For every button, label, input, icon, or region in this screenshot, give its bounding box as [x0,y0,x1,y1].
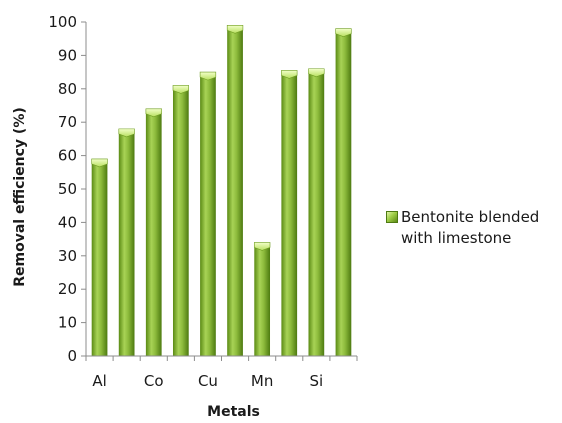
bar [308,68,325,356]
x-axis-ticks: Al Co Cu Mn Si [85,356,358,390]
bar [145,108,162,356]
bar-body [308,73,325,356]
y-axis-ticks: 0 10 20 30 40 50 60 70 80 90 100 [48,13,86,365]
bar-body [227,30,243,357]
y-tick-label: 0 [67,347,77,365]
y-tick-label: 40 [58,213,77,231]
bar-cap [145,108,162,118]
bar-cap [253,242,271,251]
bar-body [172,90,189,357]
legend-swatch [386,211,398,223]
bar-cap [335,28,352,38]
y-tick-label: 70 [58,113,77,131]
y-tick-label: 80 [58,80,77,98]
bar [91,158,108,356]
y-tick-label: 90 [58,46,77,64]
bar-body [281,75,298,357]
x-tick-label: Si [309,372,323,390]
bar [199,71,217,356]
bar-body [335,33,352,357]
y-tick-label: 60 [58,147,77,165]
y-tick-label: 100 [48,13,77,31]
y-axis-title: Removal efficiency (%) [12,107,28,287]
x-axis-title: Metals [207,404,260,420]
bars [91,25,352,357]
bar-cap [199,71,217,81]
bar [226,25,244,357]
bar-cap [91,158,108,168]
bar-cap [226,25,244,34]
x-tick-label: Mn [251,372,273,390]
y-tick-label: 20 [58,280,77,298]
y-tick-label: 30 [58,247,77,265]
bar-body [91,163,108,356]
bar-cap [281,70,298,79]
x-tick-label: Co [144,372,164,390]
y-tick-label: 10 [58,314,77,332]
bar [172,85,190,357]
y-tick-label: 50 [58,180,77,198]
bar [253,242,271,356]
bar [335,28,352,357]
bar [118,128,135,356]
legend-label: Bentonite blended with limestone [401,208,540,247]
bar [281,70,298,357]
x-tick-label: Cu [198,372,218,390]
bar-body [200,77,216,356]
bar-body [118,133,135,356]
legend: Bentonite blended with limestone [386,207,539,249]
x-tick-label: Al [92,372,106,390]
bar-cap [172,85,190,94]
bar-cap [118,128,135,138]
bar-body [145,113,162,356]
bar-cap [308,68,325,78]
bar-body [254,247,271,356]
